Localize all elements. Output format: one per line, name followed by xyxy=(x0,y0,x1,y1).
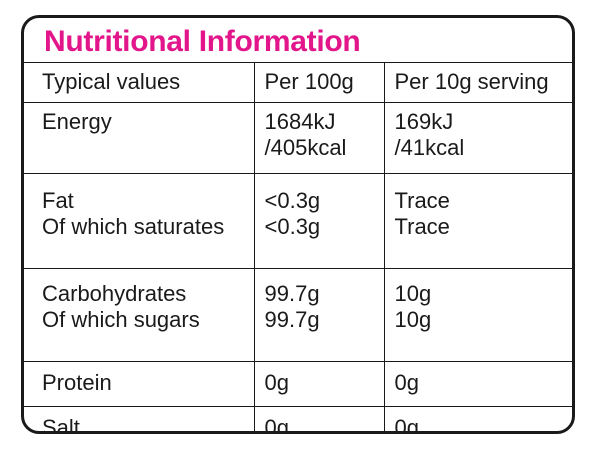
table-row-salt: Salt 0g 0g xyxy=(24,406,572,434)
per-100g-cell: 0g xyxy=(254,361,385,407)
table-header-row: Typical values Per 100g Per 10g serving xyxy=(24,63,572,103)
row-sublabel: Of which sugars xyxy=(42,307,200,332)
value-main: Trace xyxy=(394,188,450,213)
per-100g-cell: 99.7g 99.7g xyxy=(254,268,385,362)
row-label: Salt xyxy=(42,415,80,434)
table-row-protein: Protein 0g 0g xyxy=(24,361,572,407)
value-main: 10g xyxy=(394,281,432,306)
label-cell: Carbohydrates Of which sugars xyxy=(24,268,255,362)
nutrition-table: Typical values Per 100g Per 10g serving … xyxy=(24,63,572,434)
label-cell: Fat Of which saturates xyxy=(24,173,255,269)
row-label: Fat xyxy=(42,188,74,213)
nutrition-panel: Nutritional Information Typical values P… xyxy=(21,15,575,434)
value-sub: <0.3g xyxy=(264,214,321,239)
value-sub: 99.7g xyxy=(264,307,320,332)
table-row-fat: Fat Of which saturates <0.3g <0.3g Trace… xyxy=(24,173,572,269)
per-serving-cell: Trace Trace xyxy=(384,173,572,269)
row-sublabel: Of which saturates xyxy=(42,214,225,239)
value-kj: 169kJ xyxy=(394,109,454,134)
per-serving-cell: 0g xyxy=(384,407,572,434)
header-per-100g: Per 100g xyxy=(254,63,385,103)
table-row-carbohydrates: Carbohydrates Of which sugars 99.7g 99.7… xyxy=(24,268,572,362)
panel-title: Nutritional Information xyxy=(24,18,572,63)
value-kcal: /41kcal xyxy=(394,135,465,160)
header-typical-values: Typical values xyxy=(24,63,255,103)
row-label: Energy xyxy=(42,109,112,134)
per-serving-cell: 169kJ /41kcal xyxy=(384,102,572,174)
row-label: Protein xyxy=(42,370,112,395)
row-label: Carbohydrates xyxy=(42,281,187,306)
value-kj: 1684kJ xyxy=(264,109,336,134)
header-per-serving: Per 10g serving xyxy=(384,63,572,103)
per-serving-cell: 10g 10g xyxy=(384,268,572,362)
table-row-energy: Energy 1684kJ /405kcal 169kJ /41kcal xyxy=(24,102,572,174)
value-main: <0.3g xyxy=(264,188,321,213)
value-main: 0g xyxy=(394,415,419,434)
per-serving-cell: 0g xyxy=(384,361,572,407)
label-cell: Energy xyxy=(24,102,255,174)
per-100g-cell: <0.3g <0.3g xyxy=(254,173,385,269)
value-kcal: /405kcal xyxy=(264,135,347,160)
value-main: 99.7g xyxy=(264,281,320,306)
value-main: 0g xyxy=(264,415,289,434)
per-100g-cell: 1684kJ /405kcal xyxy=(254,102,385,174)
value-sub: 10g xyxy=(394,307,432,332)
per-100g-cell: 0g xyxy=(254,406,385,434)
label-cell: Salt xyxy=(24,406,255,434)
value-main: 0g xyxy=(264,370,289,395)
value-sub: Trace xyxy=(394,214,450,239)
value-main: 0g xyxy=(394,370,419,395)
label-cell: Protein xyxy=(24,361,255,407)
